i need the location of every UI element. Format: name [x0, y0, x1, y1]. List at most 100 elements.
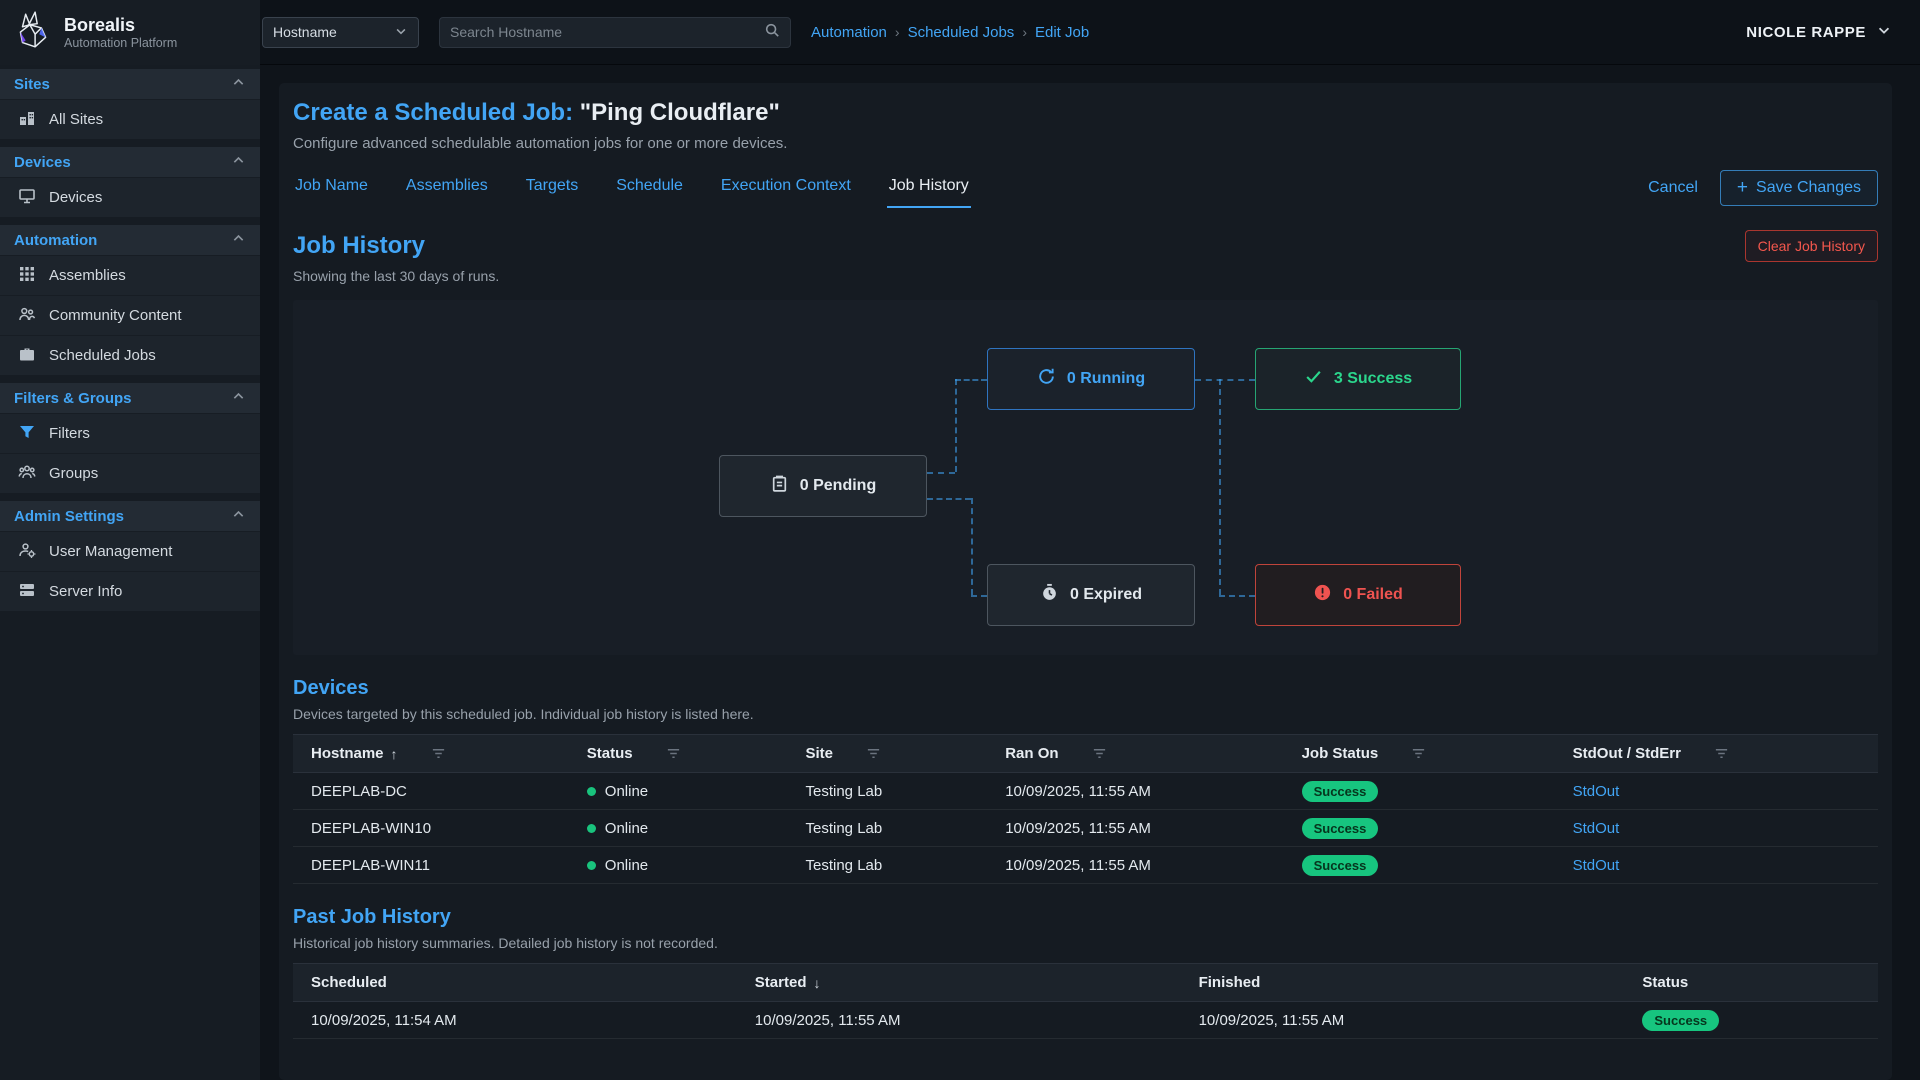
sidebar-section-automation[interactable]: Automation: [0, 225, 260, 255]
brand-name: Borealis: [64, 15, 177, 36]
user-gear-icon: [18, 541, 36, 563]
sidebar-item-filters[interactable]: Filters: [0, 413, 260, 453]
topbar: Hostname Automation › Scheduled Jobs › E…: [260, 0, 1920, 65]
column-header-ran-on[interactable]: Ran On: [987, 735, 1283, 773]
brand-area: Borealis Automation Platform: [0, 0, 260, 65]
sidebar-section-filters-groups[interactable]: Filters & Groups: [0, 383, 260, 413]
sort-desc-icon[interactable]: ↓: [813, 975, 820, 991]
sidebar-section-sites[interactable]: Sites: [0, 69, 260, 99]
column-header-started[interactable]: Started↓: [737, 964, 1181, 1002]
chevron-up-icon: [231, 153, 246, 172]
building-icon: [18, 109, 36, 131]
job-history-header: Job History Clear Job History: [293, 230, 1878, 262]
column-header-stdout[interactable]: StdOut / StdErr: [1555, 735, 1878, 773]
column-header-hostname[interactable]: Hostname↑: [293, 735, 569, 773]
sidebar-item-assemblies[interactable]: Assemblies: [0, 255, 260, 295]
sidebar-section-devices[interactable]: Devices: [0, 147, 260, 177]
hostname-cell: DEEPLAB-WIN11: [293, 847, 569, 884]
sidebar-section-admin-settings[interactable]: Admin Settings: [0, 501, 260, 531]
plus-icon: +: [1737, 181, 1748, 195]
sidebar-item-label: Assemblies: [49, 267, 126, 284]
section-label: Filters & Groups: [14, 390, 132, 407]
past-history-table: Scheduled Started↓ Finished Status 10/09…: [293, 963, 1878, 1039]
user-menu[interactable]: NICOLE RAPPE: [1746, 22, 1892, 42]
past-job-history-section: Past Job History Historical job history …: [293, 906, 1878, 1039]
devices-table-header-row: Hostname↑ Status Site Ran On Job Status …: [293, 735, 1878, 773]
save-changes-label: Save Changes: [1756, 179, 1861, 197]
sidebar-item-user-management[interactable]: User Management: [0, 531, 260, 571]
save-changes-button[interactable]: + Save Changes: [1720, 170, 1878, 206]
clear-job-history-button[interactable]: Clear Job History: [1745, 230, 1878, 262]
column-header-finished[interactable]: Finished: [1181, 964, 1625, 1002]
cancel-button[interactable]: Cancel: [1648, 179, 1698, 197]
table-row[interactable]: DEEPLAB-DC Online Testing Lab 10/09/2025…: [293, 773, 1878, 810]
connector: [927, 472, 955, 474]
connector: [1219, 595, 1255, 597]
stdout-link[interactable]: StdOut: [1573, 820, 1620, 837]
column-filter-icon[interactable]: [1092, 746, 1107, 761]
column-filter-icon[interactable]: [666, 746, 681, 761]
page-title: Create a Scheduled Job: "Ping Cloudflare…: [293, 99, 1878, 127]
chevron-up-icon: [231, 389, 246, 408]
sidebar-item-label: User Management: [49, 543, 172, 560]
breadcrumb-edit-job[interactable]: Edit Job: [1035, 24, 1089, 41]
tab-job-name[interactable]: Job Name: [293, 168, 370, 208]
column-header-site[interactable]: Site: [788, 735, 988, 773]
sidebar-item-label: Scheduled Jobs: [49, 347, 156, 364]
stdout-link[interactable]: StdOut: [1573, 857, 1620, 874]
search-input[interactable]: [450, 24, 764, 40]
check-icon: [1304, 367, 1323, 391]
breadcrumb-scheduled-jobs[interactable]: Scheduled Jobs: [908, 24, 1015, 41]
hostname-cell: DEEPLAB-DC: [293, 773, 569, 810]
sidebar-item-server-info[interactable]: Server Info: [0, 571, 260, 611]
search-icon[interactable]: [764, 22, 780, 43]
sidebar-item-all-sites[interactable]: All Sites: [0, 99, 260, 139]
hostname-select-value: Hostname: [273, 24, 337, 40]
tab-targets[interactable]: Targets: [524, 168, 580, 208]
column-header-job-status[interactable]: Job Status: [1284, 735, 1555, 773]
sidebar-item-devices[interactable]: Devices: [0, 177, 260, 217]
table-row[interactable]: DEEPLAB-WIN10 Online Testing Lab 10/09/2…: [293, 810, 1878, 847]
page-title-job-name: "Ping Cloudflare": [580, 99, 780, 126]
column-filter-icon[interactable]: [1714, 746, 1729, 761]
column-filter-icon[interactable]: [431, 746, 446, 761]
success-badge: Success: [1302, 818, 1379, 839]
sidebar-item-groups[interactable]: Groups: [0, 453, 260, 493]
clock-icon: [1040, 583, 1059, 607]
job-status-cell: Success: [1284, 773, 1555, 810]
sidebar-item-community-content[interactable]: Community Content: [0, 295, 260, 335]
sort-asc-icon[interactable]: ↑: [391, 746, 398, 762]
tab-schedule[interactable]: Schedule: [614, 168, 685, 208]
status-cell: Success: [1624, 1002, 1878, 1039]
connector: [971, 498, 973, 595]
sidebar-item-scheduled-jobs[interactable]: Scheduled Jobs: [0, 335, 260, 375]
failed-count-label: 0 Failed: [1343, 586, 1403, 604]
stdout-cell: StdOut: [1555, 773, 1878, 810]
section-label: Sites: [14, 76, 50, 93]
sidebar: Sites All Sites Devices Devices: [0, 65, 260, 1080]
column-filter-icon[interactable]: [866, 746, 881, 761]
column-header-status[interactable]: Status: [1624, 964, 1878, 1002]
column-filter-icon[interactable]: [1411, 746, 1426, 761]
connector: [927, 498, 971, 500]
stdout-link[interactable]: StdOut: [1573, 783, 1620, 800]
tab-assemblies[interactable]: Assemblies: [404, 168, 490, 208]
table-row[interactable]: DEEPLAB-WIN11 Online Testing Lab 10/09/2…: [293, 847, 1878, 884]
hostname-select[interactable]: Hostname: [262, 17, 419, 48]
expired-count-label: 0 Expired: [1070, 586, 1142, 604]
tab-job-history[interactable]: Job History: [887, 168, 971, 208]
tab-execution-context[interactable]: Execution Context: [719, 168, 853, 208]
column-header-scheduled[interactable]: Scheduled: [293, 964, 737, 1002]
column-header-status[interactable]: Status: [569, 735, 788, 773]
borealis-logo: [12, 9, 54, 56]
breadcrumb-automation[interactable]: Automation: [811, 24, 887, 41]
sidebar-item-label: Community Content: [49, 307, 182, 324]
connector: [955, 379, 957, 472]
past-history-heading: Past Job History: [293, 906, 1878, 929]
table-row[interactable]: 10/09/2025, 11:54 AM 10/09/2025, 11:55 A…: [293, 1002, 1878, 1039]
finished-cell: 10/09/2025, 11:55 AM: [1181, 1002, 1625, 1039]
success-status-box: 3 Success: [1255, 348, 1461, 410]
main-content: Create a Scheduled Job: "Ping Cloudflare…: [260, 65, 1920, 1080]
online-status-dot: [587, 861, 596, 870]
filter-icon: [18, 423, 36, 445]
